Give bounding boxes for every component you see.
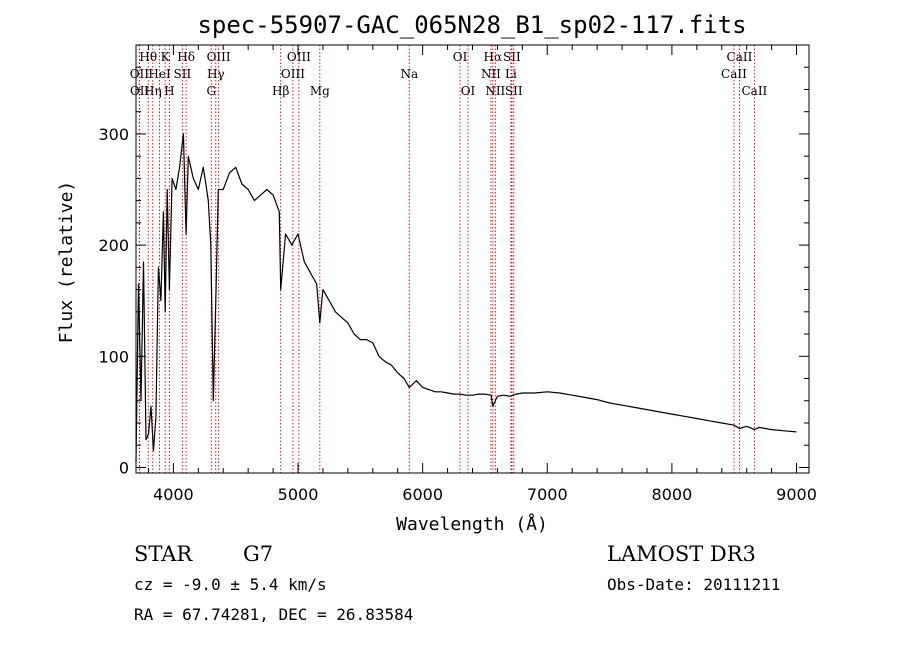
x-tick-label: 8000 xyxy=(652,485,693,504)
spectral-line-label: Hδ xyxy=(177,50,195,64)
coordinates: RA = 67.74281, DEC = 26.83584 xyxy=(134,605,413,624)
y-axis-label: Flux (relative) xyxy=(56,181,77,344)
spectral-line-label: OII xyxy=(130,84,150,98)
series-layer xyxy=(135,133,797,462)
spectral-line-label: Na xyxy=(400,67,418,81)
spectral-line-label: SII xyxy=(174,67,192,81)
spectral-line-label: NII xyxy=(485,84,505,98)
flux-series-line xyxy=(135,133,797,462)
spectral-line-label: Hη xyxy=(144,84,162,98)
spectral-line-label: SII xyxy=(503,50,521,64)
chart-title: spec-55907-GAC_065N28_B1_sp02-117.fits xyxy=(197,11,746,39)
x-axis-label: Wavelength (Å) xyxy=(396,513,548,535)
spectral-line-label: CaII xyxy=(727,50,753,64)
spectral-line-label: CaII xyxy=(741,84,767,98)
spectral-line-label: K xyxy=(161,50,171,64)
plot-frame xyxy=(135,44,810,474)
spectral-line-label: OIII xyxy=(287,50,311,64)
spectral-line-label: OIII xyxy=(207,50,231,64)
y-tick-label: 200 xyxy=(98,236,129,255)
spectral-line-label: Hα xyxy=(484,50,503,64)
x-tick-label: 6000 xyxy=(402,485,443,504)
y-tick-label: 100 xyxy=(98,347,129,366)
y-tick-label: 300 xyxy=(98,125,129,144)
y-tick-label: 0 xyxy=(119,458,129,477)
axis-ticks-layer: 4000 5000 6000 7000 8000 9000 0 100 200 300 xyxy=(98,45,817,504)
x-tick-label: 7000 xyxy=(527,485,568,504)
spectral-line-label: Hθ xyxy=(139,50,157,64)
spectral-line-label: G xyxy=(206,84,216,98)
spectral-line-label: SII xyxy=(505,84,523,98)
object-subclass: G7 xyxy=(243,542,273,566)
spectral-line-label: Li xyxy=(505,67,517,81)
spectral-line-label: Mg xyxy=(310,84,330,98)
spectral-line-label: OI xyxy=(453,50,468,64)
spectral-line-label: OI xyxy=(461,84,476,98)
x-tick-label: 4000 xyxy=(153,485,194,504)
spectral-line-label: NII xyxy=(481,67,501,81)
x-tick-label: 9000 xyxy=(776,485,817,504)
object-class: STAR xyxy=(134,542,193,566)
spectral-line-label: Hγ xyxy=(207,67,225,81)
spectral-line-label: Hβ xyxy=(272,84,289,98)
x-tick-label: 5000 xyxy=(278,485,319,504)
survey-name: LAMOST DR3 xyxy=(607,542,756,566)
spectral-line-label: H xyxy=(164,84,174,98)
spectral-line-label: HeI xyxy=(148,67,171,81)
obs-date: Obs-Date: 20111211 xyxy=(607,575,780,594)
spectral-line-label: CaII xyxy=(721,67,747,81)
spectral-line-label: OIII xyxy=(281,67,305,81)
redshift-info: cz = -9.0 ± 5.4 km/s xyxy=(134,575,327,594)
